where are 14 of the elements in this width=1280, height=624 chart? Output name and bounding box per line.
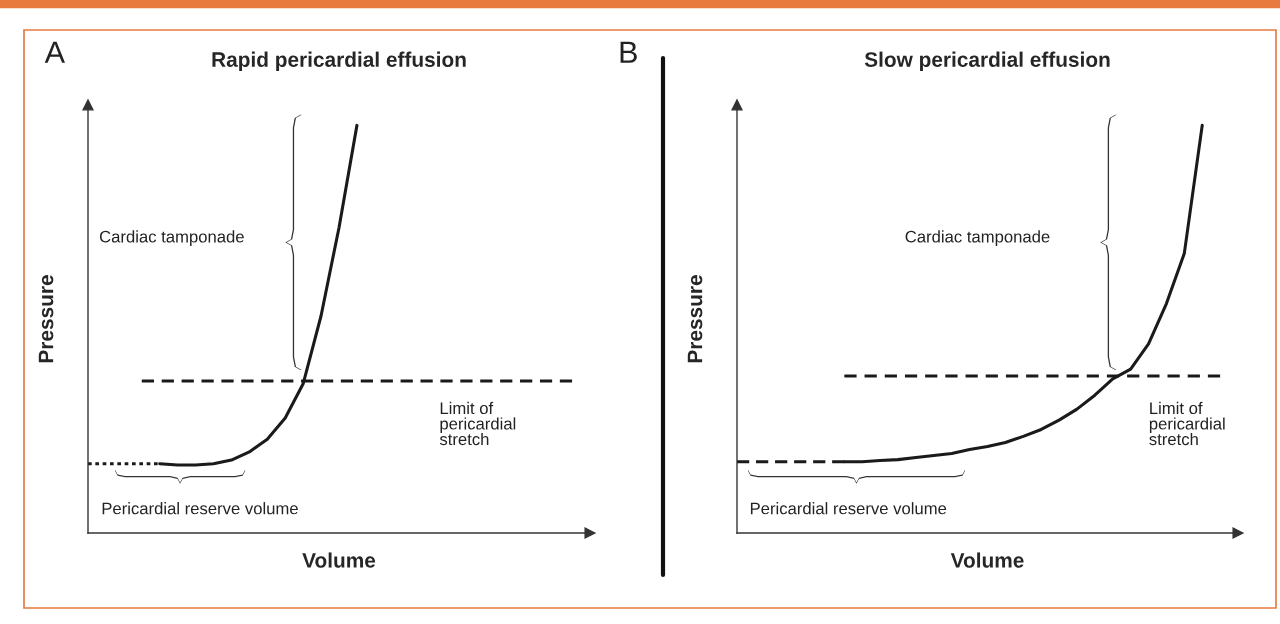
annotation: Limit of pericardial stretch <box>1149 401 1225 446</box>
x-axis-title: Volume <box>950 552 1024 568</box>
text: B <box>620 41 637 63</box>
x-axis-title: Volume <box>302 552 376 568</box>
y-axis-title: Pressure <box>687 275 703 363</box>
annotation: Cardiac tamponade <box>905 230 1050 246</box>
text: A <box>44 41 65 63</box>
annotation: Pericardial reserve volume <box>750 502 947 515</box>
annotation: Limit of pericardial stretch <box>439 401 516 446</box>
chart-title: Rapid pericardial effusion <box>212 51 466 72</box>
y-axis-title: Pressure <box>38 275 54 363</box>
annotation: Pericardial reserve volume <box>102 502 298 515</box>
annotation: Cardiac tamponade <box>99 230 244 246</box>
chart-title: Slow pericardial effusion <box>864 51 1110 72</box>
